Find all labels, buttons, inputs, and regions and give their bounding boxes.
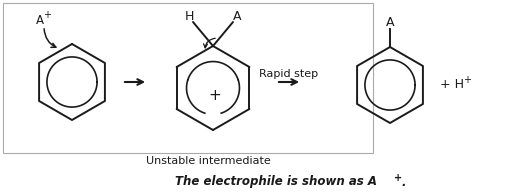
Text: The electrophile is shown as A: The electrophile is shown as A [175,176,377,189]
Text: .: . [401,176,405,189]
Text: A: A [233,10,241,23]
Text: +: + [209,88,222,104]
Text: +: + [394,173,402,183]
Text: A: A [386,16,394,29]
Bar [3,3,373,153]
Text: A: A [36,14,44,27]
Text: Rapid step: Rapid step [260,69,319,79]
Text: Unstable intermediate: Unstable intermediate [146,156,270,166]
Text: +: + [463,75,471,85]
Text: H: H [184,10,194,23]
Text: +: + [43,10,51,20]
Text: + H: + H [440,79,464,92]
